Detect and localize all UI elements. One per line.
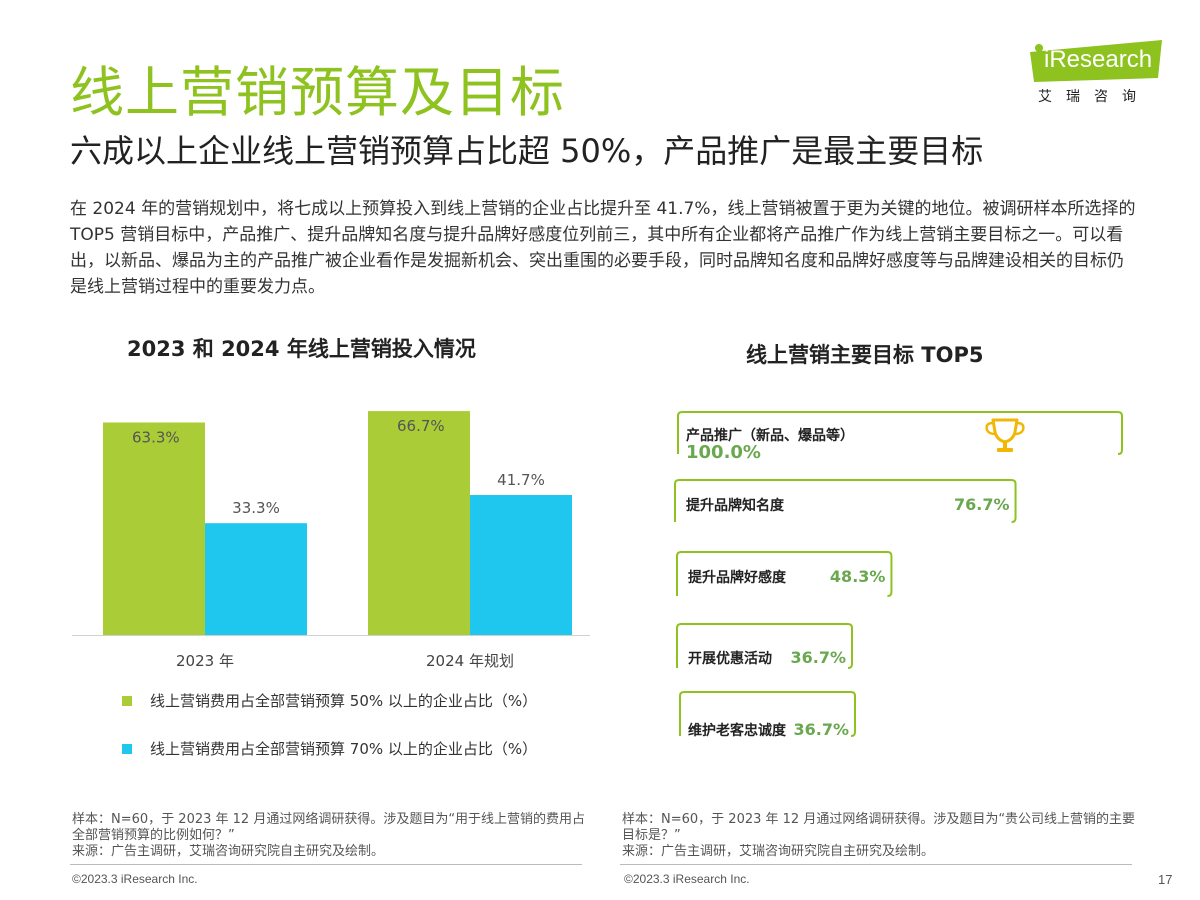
investment-bar-chart: 63.3% 33.3% 2023 年 66.7% 41.7% 2024 年规划 (72, 411, 590, 670)
chart1-title: 2023 和 2024 年线上营销投入情况 (127, 337, 476, 361)
goal-bar-5 (679, 691, 856, 737)
right-sample-note: 样本：N=60，于 2023 年 12 月通过网络调研获得。涉及题目为“贵公司线… (622, 812, 1136, 843)
goals-bar-chart: 产品推广（新品、爆品等）100.0% 提升品牌知名度 76.7% 提升品牌好感度 48.… (674, 411, 1123, 739)
goal-bar-4 (676, 623, 853, 669)
left-sample-note: 样本：N=60，于 2023 年 12 月通过网络调研获得。涉及题目为“用于线上… (72, 812, 586, 843)
logo-shape (1030, 40, 1162, 82)
page-title: 线上营销预算及目标 (70, 61, 565, 124)
goal-value-5: 36.7% (793, 720, 849, 739)
bar-gt50-1 (368, 411, 470, 635)
bar-value-label: 63.3% (132, 428, 180, 446)
legend-label: 线上营销费用占全部营销预算 50% 以上的企业占比（%） (150, 692, 538, 710)
intro-paragraph: 在 2024 年的营销规划中，将七成以上预算投入到线上营销的企业占比提升至 41… (70, 199, 1136, 297)
goal-label-1: 产品推广（新品、爆品等） (686, 427, 854, 444)
bar-value-label: 33.3% (232, 499, 280, 517)
legend-swatch-blue (122, 744, 132, 754)
bar-value-label: 66.7% (397, 417, 445, 435)
right-note: 样本：N=60，于 2023 年 12 月通过网络调研获得。涉及题目为“贵公司线… (622, 812, 1137, 860)
logo-text: iResearch (1044, 46, 1153, 73)
goal-value-4: 36.7% (790, 648, 846, 667)
x-tick-label: 2023 年 (176, 652, 234, 670)
goal-value-2: 76.7% (954, 495, 1010, 514)
copyright-right: ©2023.3 iResearch Inc. (624, 872, 750, 886)
goal-label-2: 提升品牌知名度 (686, 497, 785, 514)
legend-label: 线上营销费用占全部营销预算 70% 以上的企业占比（%） (150, 740, 538, 758)
right-source-note: 来源：广告主调研，艾瑞咨询研究院自主研究及绘制。 (622, 844, 935, 859)
goal-value-3: 48.3% (830, 567, 886, 586)
bar-gt70-0 (205, 523, 307, 635)
bar-gt70-1 (470, 495, 572, 635)
page-number: 17 (1158, 872, 1173, 887)
bar-value-label: 41.7% (497, 471, 545, 489)
bar-gt50-0 (103, 422, 205, 635)
logo-subtext: 艾瑞咨询 (1038, 89, 1150, 105)
legend-swatch-green (122, 696, 132, 706)
goal-bar-1 (677, 411, 1123, 455)
goal-bar-3 (676, 551, 893, 597)
page-subtitle: 六成以上企业线上营销预算占比超 50%，产品推广是最主要目标 (70, 132, 984, 170)
goal-label-5: 维护老客忠诚度 (688, 722, 787, 739)
x-tick-label: 2024 年规划 (426, 652, 514, 670)
left-source-note: 来源：广告主调研，艾瑞咨询研究院自主研究及绘制。 (72, 844, 385, 859)
goal-label-4: 开展优惠活动 (688, 650, 772, 667)
left-note: 样本：N=60，于 2023 年 12 月通过网络调研获得。涉及题目为“用于线上… (72, 812, 587, 860)
goal-label-3: 提升品牌好感度 (688, 569, 787, 586)
iresearch-logo: iResearch 艾瑞咨询 (1030, 38, 1170, 108)
goal-value-1: 100.0% (686, 442, 761, 463)
goal-bar-2 (674, 479, 1017, 523)
trophy-icon (985, 418, 1025, 452)
footer-rule-right (620, 864, 1132, 865)
footer-rule-left (70, 864, 582, 865)
copyright-left: ©2023.3 iResearch Inc. (72, 872, 198, 886)
chart2-title: 线上营销主要目标 TOP5 (746, 343, 984, 367)
